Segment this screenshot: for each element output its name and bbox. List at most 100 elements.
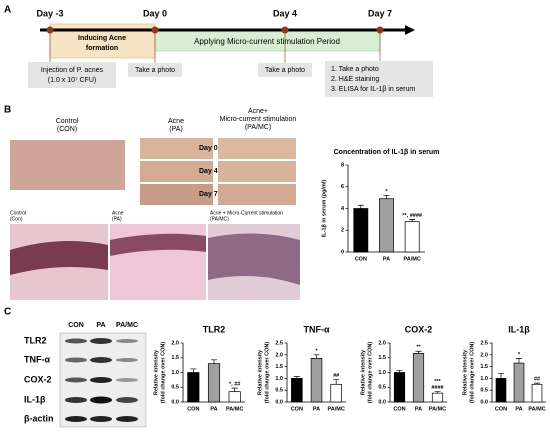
- x-tick-label: PA/MC: [328, 406, 345, 412]
- bar: [531, 383, 543, 403]
- y-tick-label: 2.0: [171, 340, 179, 346]
- chart-title: IL-1β: [508, 324, 530, 334]
- error-bar: [434, 391, 441, 394]
- y-tick-label: 2.0: [378, 340, 386, 346]
- step-label: Take a photo: [265, 67, 305, 74]
- group-label: (PA/MC): [245, 124, 271, 131]
- y-tick-label: 1.5: [480, 364, 488, 370]
- panel-label: A: [4, 5, 11, 16]
- error-bar: [190, 368, 197, 373]
- group-label: Acne: [168, 118, 184, 125]
- step-box: [325, 61, 433, 97]
- band: [116, 416, 138, 422]
- histology-label: Acne + Micro-Current stimulation: [210, 210, 283, 216]
- error-bar: [415, 350, 422, 354]
- day-label: Day 0: [143, 8, 167, 18]
- y-tick-label: 6: [341, 184, 344, 190]
- photo: [140, 161, 213, 182]
- band: [65, 357, 87, 363]
- day-label: Day 4: [199, 168, 218, 175]
- y-tick-label: 2.5: [480, 340, 488, 346]
- significance-label: *: [315, 348, 318, 354]
- y-axis-label: (fold change over CON): [160, 342, 166, 404]
- y-tick-label: 0: [341, 249, 344, 255]
- bar: [513, 362, 525, 403]
- day-label: Day -3: [36, 8, 63, 18]
- x-tick-label: PA/MC: [226, 406, 243, 412]
- blot-bands: [65, 338, 138, 422]
- x-tick-label: PA/MC: [429, 406, 446, 412]
- significance-label: *, ##: [229, 382, 240, 388]
- group-label: Acne+: [248, 108, 268, 115]
- y-axis-label: Relative intensity: [257, 349, 263, 395]
- bar: [379, 198, 394, 253]
- y-tick-label: 0.5: [480, 388, 488, 394]
- y-tick-label: 1.0: [480, 376, 488, 382]
- y-axis-label: Relative intensity: [462, 349, 468, 395]
- step-label: 2. H&E staining: [331, 76, 379, 83]
- protein-label: TNF-α: [24, 354, 50, 364]
- histology-label: (PA): [112, 216, 122, 222]
- band: [65, 416, 87, 422]
- bar: [330, 383, 342, 403]
- y-axis-label: (fold change over CON): [469, 342, 475, 404]
- y-tick-label: 1.0: [275, 376, 283, 382]
- bar: [431, 392, 444, 403]
- significance-label: *: [385, 189, 388, 195]
- y-tick-label: 4: [341, 206, 345, 212]
- y-axis-label: Relative intensity: [153, 349, 159, 395]
- significance-label: ***: [434, 379, 441, 385]
- histology-label: (PA/MC): [210, 216, 229, 222]
- step-box: [28, 62, 116, 88]
- day-label: Day 4: [273, 8, 297, 18]
- histology-label: Control: [10, 210, 26, 216]
- significance-label: **, ####: [402, 213, 422, 219]
- y-tick-label: 1.5: [378, 355, 386, 361]
- photo: [140, 138, 213, 159]
- error-bar: [333, 379, 340, 385]
- protein-label: IL-1β: [24, 394, 46, 404]
- band: [65, 397, 87, 403]
- panel-label: C: [4, 307, 11, 318]
- bar: [291, 378, 303, 403]
- bar: [310, 357, 323, 403]
- chart-title: COX-2: [405, 324, 433, 334]
- histology-tissue: [208, 233, 300, 285]
- band: [116, 358, 138, 362]
- y-tick-label: 2: [341, 228, 344, 234]
- significance-label: **: [416, 345, 421, 351]
- x-tick-label: PA: [415, 406, 422, 412]
- histology-label: (Con): [10, 216, 23, 222]
- y-tick-label: 1.5: [275, 364, 283, 370]
- y-tick-label: 0.5: [378, 385, 386, 391]
- bar: [207, 363, 221, 403]
- y-axis-label: IL-1β in serum (pg/ml): [321, 180, 327, 238]
- significance-label: ##: [534, 377, 540, 383]
- histology-tissue: [110, 233, 206, 256]
- step-label: Take a photo: [135, 67, 175, 74]
- group-label: Control: [56, 118, 79, 125]
- band: [65, 338, 87, 344]
- error-bar: [357, 204, 364, 209]
- significance-label: ####: [431, 385, 443, 391]
- y-tick-label: 1.5: [171, 355, 179, 361]
- band: [90, 416, 112, 422]
- band: [90, 396, 112, 404]
- bar: [353, 208, 369, 253]
- step-label: 1. Take a photo: [331, 66, 379, 73]
- y-tick-label: 0.0: [171, 399, 179, 405]
- bar: [404, 221, 420, 253]
- x-tick-label: PA: [313, 406, 320, 412]
- y-tick-label: 0.0: [480, 399, 488, 405]
- step-label: Injection of P. acnes: [41, 67, 104, 74]
- blot-group: CON: [68, 322, 84, 329]
- phase-label: formation: [86, 45, 118, 52]
- bar: [495, 378, 507, 403]
- y-tick-label: 0.5: [171, 385, 179, 391]
- blot-group: PA: [96, 322, 105, 329]
- y-axis-label: (fold change over CON): [264, 342, 270, 404]
- error-bar: [383, 195, 390, 199]
- band: [90, 338, 112, 344]
- photo-grid: [140, 138, 296, 205]
